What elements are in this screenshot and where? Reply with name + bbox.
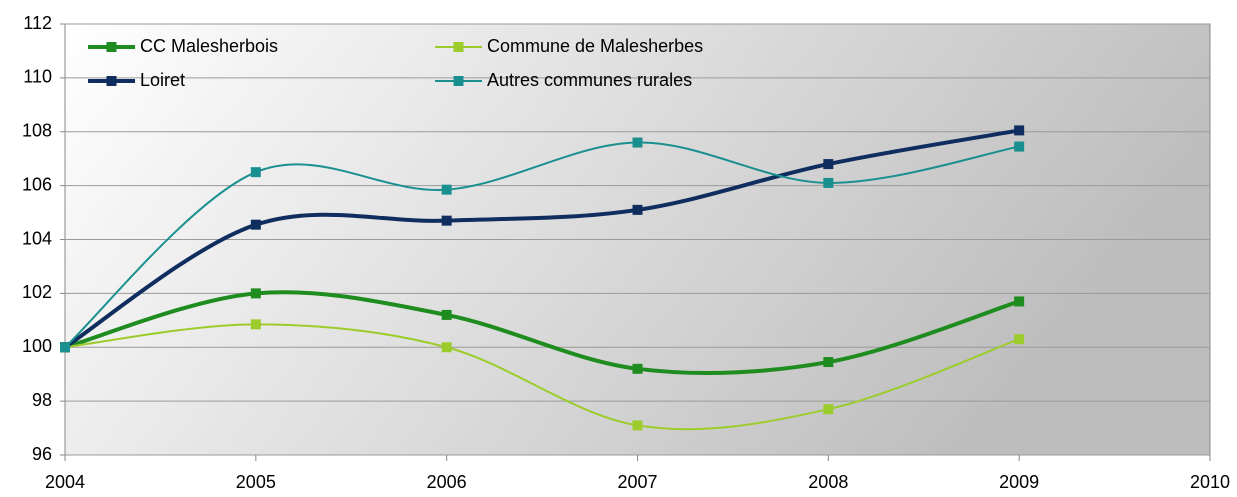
marker xyxy=(632,137,643,148)
y-tick-label: 102 xyxy=(22,282,52,302)
legend-label: Loiret xyxy=(140,70,185,90)
marker xyxy=(1014,296,1025,307)
marker xyxy=(823,177,834,188)
y-tick-label: 112 xyxy=(23,13,52,33)
marker xyxy=(250,219,261,230)
marker xyxy=(441,184,452,195)
marker xyxy=(632,420,643,431)
marker xyxy=(441,342,452,353)
marker xyxy=(823,357,834,368)
y-tick-label: 106 xyxy=(22,174,52,194)
y-tick-label: 108 xyxy=(22,121,52,141)
marker xyxy=(250,319,261,330)
y-tick-label: 98 xyxy=(32,390,52,410)
legend-label: CC Malesherbois xyxy=(140,36,278,56)
x-tick-label: 2006 xyxy=(427,472,467,492)
legend-marker xyxy=(453,42,464,52)
legend-marker xyxy=(453,76,464,86)
x-tick-label: 2009 xyxy=(999,472,1039,492)
marker xyxy=(632,204,643,215)
marker xyxy=(632,363,643,374)
series-line xyxy=(64,141,1020,348)
y-tick-label: 110 xyxy=(23,67,52,87)
series-line xyxy=(64,290,1020,376)
marker xyxy=(441,215,452,226)
legend-marker xyxy=(106,42,117,52)
series-line xyxy=(64,323,1020,431)
marker xyxy=(1014,141,1025,152)
marker xyxy=(60,342,70,353)
x-tick-label: 2007 xyxy=(617,472,657,492)
marker xyxy=(250,167,261,178)
marker xyxy=(823,404,834,415)
x-tick-label: 2004 xyxy=(45,472,85,492)
x-tick-label: 2005 xyxy=(236,472,276,492)
marker xyxy=(1014,125,1025,136)
y-tick-label: 96 xyxy=(32,444,52,464)
marker xyxy=(823,159,834,170)
x-tick-label: 2010 xyxy=(1190,472,1230,492)
marker xyxy=(250,288,261,299)
legend-label: Autres communes rurales xyxy=(487,70,692,90)
marker xyxy=(441,309,452,320)
x-tick-label: 2008 xyxy=(808,472,848,492)
legend-label: Commune de Malesherbes xyxy=(487,36,703,56)
y-tick-label: 104 xyxy=(22,228,52,248)
y-tick-label: 100 xyxy=(22,336,52,356)
series-line xyxy=(63,128,1020,349)
legend-marker xyxy=(106,76,117,86)
marker xyxy=(1014,334,1025,345)
